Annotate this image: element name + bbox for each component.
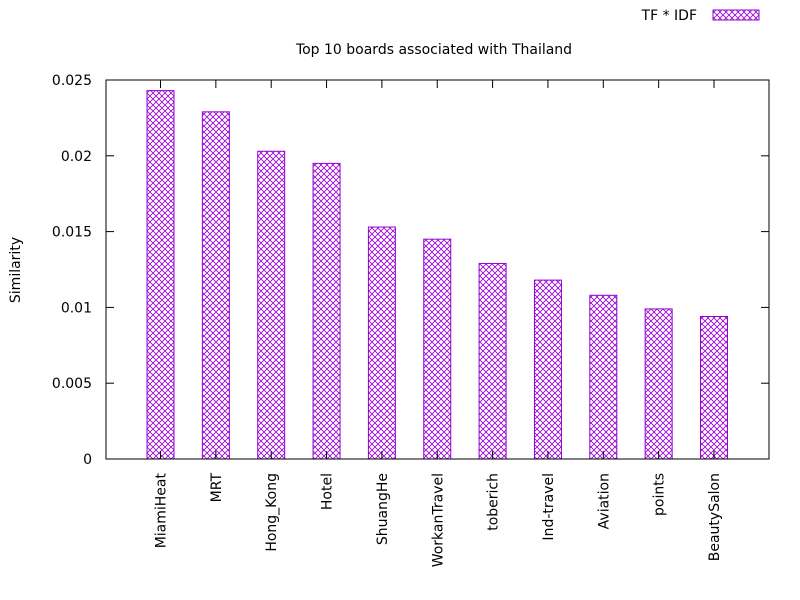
y-tick-label: 0.02 xyxy=(61,149,92,165)
chart-title: Top 10 boards associated with Thailand xyxy=(295,42,572,58)
bar-points xyxy=(644,308,673,460)
y-axis-ticks: 0 0.005 0.01 0.015 0.02 0.025 xyxy=(52,73,769,468)
bar-ind-travel xyxy=(533,279,562,460)
x-tick-label: WorkanTravel xyxy=(430,473,446,567)
y-axis-label: Similarity xyxy=(8,237,24,303)
bar-mrt xyxy=(201,111,230,460)
bar-shuanghe xyxy=(367,226,396,460)
x-tick-label: Hotel xyxy=(320,473,336,510)
x-tick-label: Ind-travel xyxy=(541,473,557,541)
y-tick-label: 0.015 xyxy=(52,225,92,241)
bar-workantravel xyxy=(423,238,452,460)
x-tick-label: Aviation xyxy=(596,473,612,529)
x-tick-label: MiamiHeat xyxy=(154,473,170,549)
y-tick-label: 0.025 xyxy=(52,73,92,89)
x-tick-label: points xyxy=(652,473,668,516)
legend-label: TF * IDF xyxy=(641,8,697,24)
x-axis-ticks: MiamiHeat MRT Hong_Kong Hotel ShuangHe Workan… xyxy=(154,80,723,567)
bar-aviation xyxy=(589,294,618,460)
bar-hong-kong xyxy=(257,150,286,460)
x-tick-label: MRT xyxy=(209,473,225,503)
x-tick-label: BeautySalon xyxy=(707,473,723,561)
bar-toberich xyxy=(478,262,507,460)
legend: TF * IDF xyxy=(641,8,760,24)
x-tick-label: Hong_Kong xyxy=(264,473,280,552)
bar-miamiheat xyxy=(146,90,175,460)
legend-swatch xyxy=(712,9,760,21)
y-tick-label: 0.005 xyxy=(52,376,92,392)
y-tick-label: 0 xyxy=(83,452,92,468)
bar-hotel xyxy=(312,162,341,460)
x-tick-label: toberich xyxy=(486,473,502,531)
plot-frame xyxy=(105,79,770,460)
bars xyxy=(146,90,728,460)
bar-beautysalon xyxy=(700,315,728,460)
x-tick-label: ShuangHe xyxy=(375,473,391,545)
y-tick-label: 0.01 xyxy=(61,300,92,316)
